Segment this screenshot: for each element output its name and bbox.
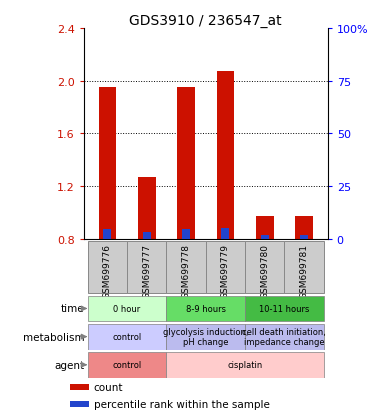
Text: cisplatin: cisplatin	[227, 361, 263, 369]
Bar	[256, 217, 274, 239]
Text: 8-9 hours: 8-9 hours	[186, 304, 226, 313]
Text: cell death initiation,
impedance change: cell death initiation, impedance change	[242, 327, 327, 347]
Text: agent: agent	[54, 360, 85, 370]
Text: GSM699781: GSM699781	[299, 243, 309, 298]
Text: GSM699780: GSM699780	[260, 243, 269, 298]
Text: GSM699776: GSM699776	[103, 243, 112, 298]
Bar	[127, 242, 166, 293]
Bar	[166, 296, 245, 322]
Text: time: time	[61, 304, 85, 314]
Bar	[261, 235, 269, 239]
Bar	[245, 324, 324, 350]
Bar	[300, 235, 308, 239]
Bar	[88, 324, 166, 350]
Text: 10-11 hours: 10-11 hours	[259, 304, 310, 313]
Text: control: control	[112, 361, 142, 369]
Bar	[166, 324, 245, 350]
Bar	[99, 88, 116, 239]
Text: GSM699778: GSM699778	[182, 243, 190, 298]
Bar	[206, 242, 245, 293]
Bar	[182, 230, 190, 239]
Bar	[245, 242, 284, 293]
Text: glycolysis induction,
pH change: glycolysis induction, pH change	[163, 327, 248, 347]
Bar	[166, 242, 206, 293]
Text: GSM699779: GSM699779	[221, 243, 230, 298]
Bar	[88, 352, 166, 378]
Bar	[88, 242, 127, 293]
Text: 0 hour: 0 hour	[114, 304, 141, 313]
Text: GSM699777: GSM699777	[142, 243, 151, 298]
Bar	[295, 217, 313, 239]
Bar	[88, 296, 166, 322]
Bar	[221, 229, 229, 239]
Title: GDS3910 / 236547_at: GDS3910 / 236547_at	[130, 14, 282, 28]
Bar	[104, 230, 111, 239]
Bar	[138, 177, 155, 239]
Bar	[284, 242, 324, 293]
Text: metabolism: metabolism	[23, 332, 85, 342]
Text: control: control	[112, 332, 142, 341]
Text: count: count	[94, 382, 123, 392]
Bar	[245, 296, 324, 322]
Bar	[143, 233, 150, 239]
Bar	[216, 72, 234, 239]
Bar	[177, 88, 195, 239]
Bar	[70, 384, 89, 390]
Text: percentile rank within the sample: percentile rank within the sample	[94, 399, 270, 409]
Bar	[70, 401, 89, 407]
Bar	[166, 352, 324, 378]
